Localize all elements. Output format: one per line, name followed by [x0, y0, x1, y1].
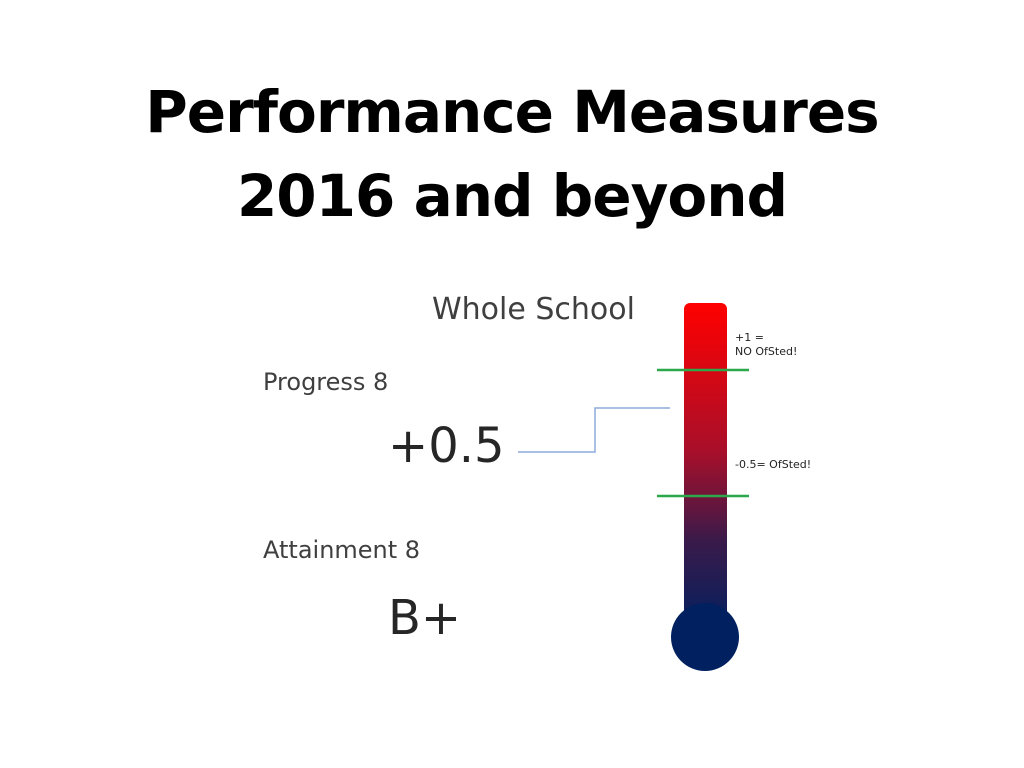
upper-threshold-text-1: +1 = — [735, 331, 764, 344]
title-line-2: 2016 and beyond — [236, 162, 788, 230]
title-line-1: Performance Measures — [145, 78, 879, 146]
progress-8-value: +0.5 — [388, 418, 505, 474]
progress-pointer-connector — [518, 407, 670, 453]
attainment-8-label: Attainment 8 — [263, 536, 421, 564]
progress-8-label: Progress 8 — [263, 368, 389, 396]
upper-threshold-text-2: NO OfSted! — [735, 345, 798, 358]
whole-school-label: Whole School — [432, 292, 635, 327]
lower-threshold-text-1: -0.5= OfSted! — [735, 458, 812, 471]
thermometer-bulb — [671, 603, 739, 671]
attainment-8-value: B+ — [388, 590, 462, 646]
thermometer-tube — [684, 303, 727, 633]
lower-threshold-label: -0.5= OfSted! — [735, 458, 811, 472]
upper-threshold-label: +1 = NO OfSted! — [735, 331, 797, 359]
slide-title: Performance Measures 2016 and beyond — [0, 70, 1024, 238]
